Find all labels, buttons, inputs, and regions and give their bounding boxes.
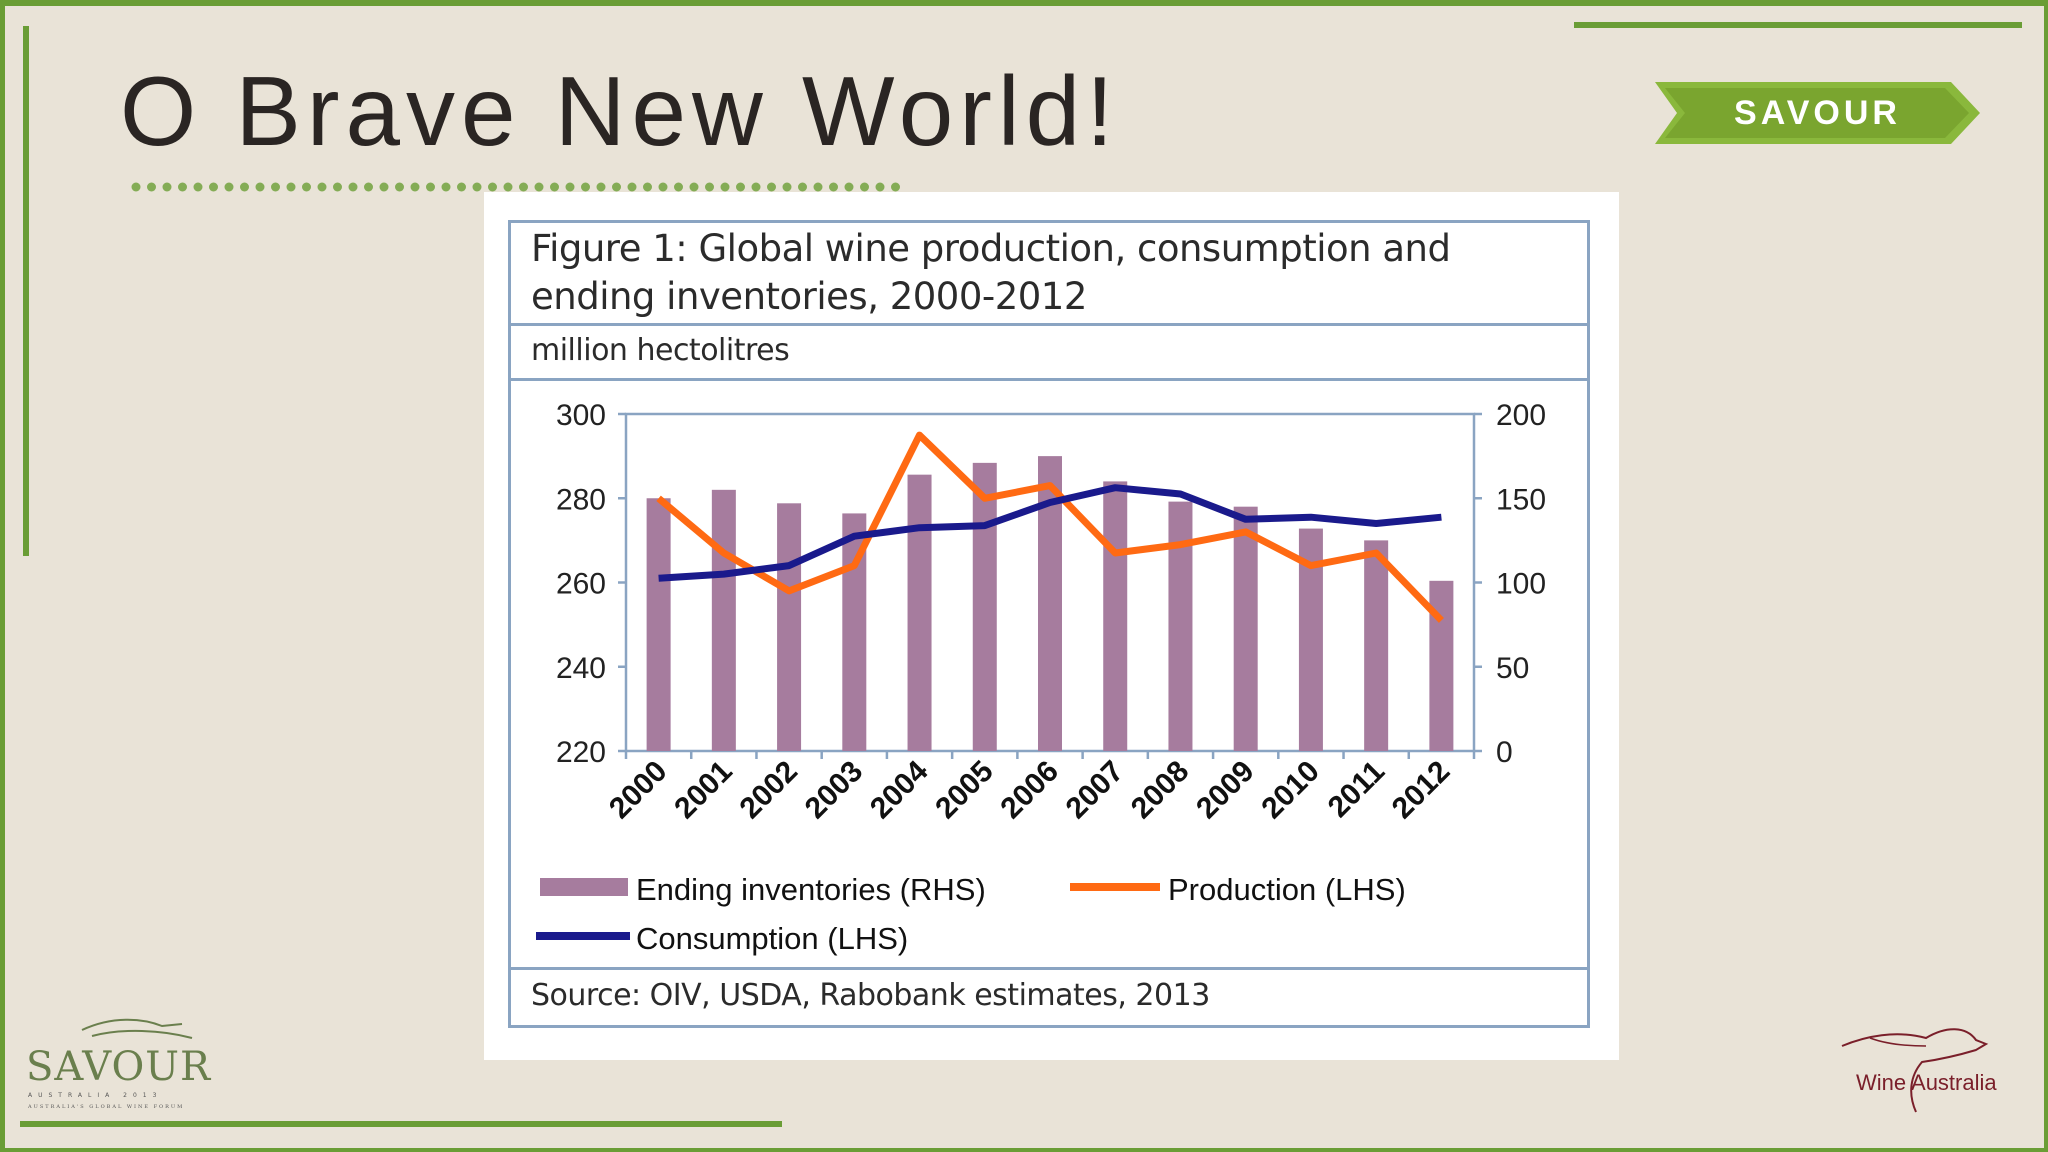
wine-australia-wordmark: Wine Australia [1856, 1070, 1997, 1095]
figure-source: Source: OIV, USDA, Rabobank estimates, 2… [531, 978, 1210, 1013]
left-axis-tick-label: 220 [556, 736, 606, 769]
figure-divider [511, 323, 1587, 326]
accent-bottom-line [20, 1121, 782, 1127]
inventory-bar [646, 498, 671, 751]
x-axis-tick-label: 2011 [1322, 755, 1391, 824]
inventory-bar [1103, 481, 1128, 751]
left-axis-tick-label: 260 [556, 568, 606, 601]
savour-logo-tagline: AUSTRALIA'S GLOBAL WINE FORUM [28, 1104, 185, 1110]
figure-units: million hectolitres [531, 333, 790, 368]
wine-chart: 2202402602803000501001502002000200120022… [536, 399, 1546, 956]
frame-top-border [0, 0, 2048, 6]
right-axis-tick-label: 50 [1496, 652, 1529, 685]
inventory-bar [1233, 506, 1258, 751]
frame-bottom-border [0, 1148, 2048, 1152]
left-axis-tick-label: 300 [556, 399, 606, 432]
legend-label-production: Production (LHS) [1168, 872, 1406, 907]
left-axis-tick-label: 280 [556, 483, 606, 516]
frame-left-border [0, 0, 5, 1152]
savour-badge: SAVOUR [1655, 82, 1980, 144]
left-axis-tick-label: 240 [556, 652, 606, 685]
kangaroo-icon [1841, 1028, 1989, 1113]
x-axis-tick-label: 2006 [994, 755, 1065, 826]
x-axis-tick-label: 2000 [603, 755, 674, 826]
right-axis-tick-label: 200 [1496, 399, 1546, 432]
legend-label-consumption: Consumption (LHS) [636, 921, 908, 956]
x-axis-tick-label: 2003 [799, 755, 870, 826]
badge-arrow-shape [1655, 82, 1980, 144]
x-axis-tick-label: 2012 [1386, 755, 1457, 826]
production-line [656, 431, 1444, 623]
savour-logo-subtitle: AUSTRALIA 2013 [28, 1092, 163, 1099]
inventory-bar [907, 474, 932, 751]
savour-logo-swoosh [81, 1018, 193, 1039]
savour-badge-label: SAVOUR [1734, 93, 1901, 132]
dotted-underline [131, 182, 900, 192]
figure-title: Figure 1: Global wine production, consum… [531, 227, 1451, 318]
consumption-line [658, 484, 1442, 582]
right-axis-tick-label: 150 [1496, 483, 1546, 516]
x-axis-tick-label: 2002 [733, 755, 804, 826]
inventory-bar [1429, 580, 1454, 751]
savour-logo-wordmark: SAVOUR [26, 1044, 212, 1090]
legend-label-inventories: Ending inventories (RHS) [636, 872, 986, 907]
inventory-bar [777, 503, 802, 751]
x-axis-tick-label: 2005 [929, 755, 1000, 826]
x-axis-tick-label: 2001 [668, 755, 739, 826]
figure-divider [511, 378, 1587, 381]
right-axis-tick-label: 0 [1496, 736, 1513, 769]
accent-top-right-line [1574, 22, 2022, 28]
x-axis-tick-label: 2008 [1125, 755, 1196, 826]
slide-title: O Brave New World! [120, 56, 1120, 166]
wine-australia-logo: Wine Australia [1836, 1016, 2032, 1116]
inventory-bar [711, 489, 736, 751]
figure-divider [511, 967, 1587, 970]
legend-swatch-inventories [540, 878, 628, 896]
x-axis-tick-label: 2007 [1060, 755, 1131, 826]
right-axis-tick-label: 100 [1496, 568, 1546, 601]
frame-right-border [2044, 0, 2048, 1152]
figure-frame: Figure 1: Global wine production, consum… [508, 220, 1590, 1028]
savour-logo: SAVOUR AUSTRALIA 2013 AUSTRALIA'S GLOBAL… [22, 1016, 212, 1116]
inventory-bar [972, 462, 997, 751]
inventory-bar [1168, 501, 1193, 751]
inventory-bar [1364, 540, 1389, 751]
accent-vertical-line [23, 26, 29, 556]
x-axis-tick-label: 2009 [1190, 755, 1261, 826]
x-axis-tick-label: 2010 [1255, 755, 1326, 826]
x-axis-tick-label: 2004 [864, 754, 935, 825]
